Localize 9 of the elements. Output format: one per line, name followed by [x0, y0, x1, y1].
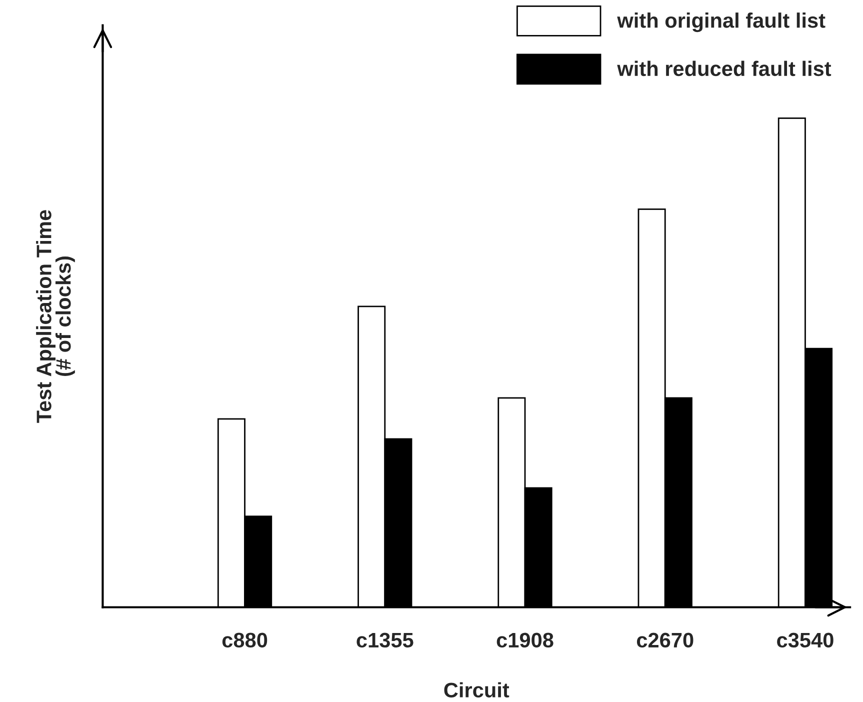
legend-label: with original fault list — [617, 12, 826, 32]
x-tick-label: c1355 — [356, 632, 414, 648]
x-tick-label: c3540 — [777, 632, 834, 648]
x-tick-label: c880 — [222, 632, 268, 648]
x-tick-label: c2670 — [636, 632, 694, 648]
x-axis-title: Circuit — [444, 682, 510, 698]
x-tick-label: c1908 — [496, 632, 554, 648]
legend-label: with reduced fault list — [617, 60, 832, 76]
y-axis-title: Test Application Time (# of clocks) — [36, 210, 75, 423]
